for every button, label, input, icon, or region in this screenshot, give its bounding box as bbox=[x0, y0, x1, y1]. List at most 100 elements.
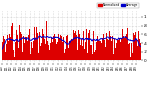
Bar bbox=[132, 53, 133, 60]
Bar bbox=[69, 41, 70, 60]
Bar bbox=[16, 30, 17, 60]
Bar bbox=[6, 44, 7, 60]
Bar bbox=[139, 39, 140, 60]
Bar bbox=[47, 41, 48, 60]
Bar bbox=[76, 35, 77, 60]
Bar bbox=[126, 34, 127, 60]
Bar bbox=[117, 40, 118, 60]
Bar bbox=[80, 45, 81, 60]
Bar bbox=[98, 42, 99, 60]
Bar bbox=[95, 50, 96, 60]
Bar bbox=[118, 40, 119, 60]
Bar bbox=[120, 42, 121, 60]
Bar bbox=[122, 29, 123, 60]
Bar bbox=[107, 39, 108, 60]
Bar bbox=[25, 37, 26, 60]
Bar bbox=[71, 39, 72, 60]
Bar bbox=[66, 36, 67, 60]
Bar bbox=[78, 30, 79, 60]
Bar bbox=[125, 36, 126, 60]
Bar bbox=[58, 34, 59, 60]
Bar bbox=[134, 35, 135, 60]
Bar bbox=[22, 52, 23, 60]
Bar bbox=[85, 42, 86, 60]
Bar bbox=[135, 49, 136, 60]
Bar bbox=[100, 41, 101, 60]
Bar bbox=[54, 34, 55, 60]
Bar bbox=[111, 41, 112, 60]
Bar bbox=[32, 48, 33, 60]
Bar bbox=[73, 25, 74, 60]
Bar bbox=[92, 54, 93, 60]
Bar bbox=[29, 29, 30, 60]
Bar bbox=[104, 40, 105, 60]
Bar bbox=[42, 29, 43, 60]
Bar bbox=[74, 33, 75, 60]
Bar bbox=[24, 43, 25, 60]
Bar bbox=[51, 37, 52, 60]
Bar bbox=[127, 28, 128, 60]
Bar bbox=[35, 38, 36, 60]
Bar bbox=[33, 41, 34, 60]
Bar bbox=[99, 41, 100, 60]
Bar bbox=[133, 33, 134, 60]
Bar bbox=[116, 40, 117, 60]
Bar bbox=[23, 36, 24, 60]
Bar bbox=[11, 26, 12, 60]
Bar bbox=[113, 54, 114, 60]
Bar bbox=[13, 50, 14, 60]
Bar bbox=[8, 41, 9, 60]
Bar bbox=[88, 33, 89, 60]
Bar bbox=[94, 52, 95, 60]
Bar bbox=[131, 43, 132, 60]
Bar bbox=[97, 36, 98, 60]
Bar bbox=[36, 40, 37, 60]
Bar bbox=[63, 37, 64, 60]
Bar bbox=[48, 36, 49, 60]
Bar bbox=[89, 30, 90, 60]
Bar bbox=[96, 42, 97, 60]
Bar bbox=[26, 37, 27, 60]
Bar bbox=[5, 52, 6, 60]
Bar bbox=[83, 31, 84, 60]
Bar bbox=[91, 45, 92, 60]
Bar bbox=[90, 45, 91, 60]
Bar bbox=[30, 54, 31, 60]
Bar bbox=[14, 57, 15, 60]
Bar bbox=[67, 35, 68, 60]
Bar bbox=[121, 39, 122, 60]
Bar bbox=[49, 50, 50, 60]
Bar bbox=[15, 42, 16, 60]
Bar bbox=[86, 29, 87, 60]
Bar bbox=[38, 53, 39, 60]
Bar bbox=[59, 39, 60, 60]
Bar bbox=[52, 42, 53, 60]
Bar bbox=[119, 38, 120, 60]
Bar bbox=[55, 37, 56, 60]
Bar bbox=[3, 35, 4, 60]
Legend: Normalized, Average: Normalized, Average bbox=[97, 3, 139, 8]
Bar bbox=[60, 35, 61, 60]
Bar bbox=[46, 21, 47, 60]
Bar bbox=[109, 31, 110, 60]
Bar bbox=[70, 41, 71, 60]
Bar bbox=[21, 34, 22, 60]
Bar bbox=[130, 57, 131, 60]
Bar bbox=[28, 35, 29, 60]
Bar bbox=[140, 43, 141, 60]
Bar bbox=[87, 53, 88, 60]
Bar bbox=[39, 32, 40, 60]
Bar bbox=[31, 42, 32, 60]
Bar bbox=[106, 33, 107, 60]
Bar bbox=[64, 53, 65, 60]
Bar bbox=[17, 35, 18, 60]
Bar bbox=[101, 43, 102, 60]
Bar bbox=[79, 34, 80, 60]
Bar bbox=[102, 38, 103, 60]
Bar bbox=[40, 46, 41, 60]
Bar bbox=[103, 34, 104, 60]
Bar bbox=[4, 39, 5, 60]
Bar bbox=[9, 34, 10, 60]
Bar bbox=[10, 37, 11, 60]
Bar bbox=[19, 25, 20, 60]
